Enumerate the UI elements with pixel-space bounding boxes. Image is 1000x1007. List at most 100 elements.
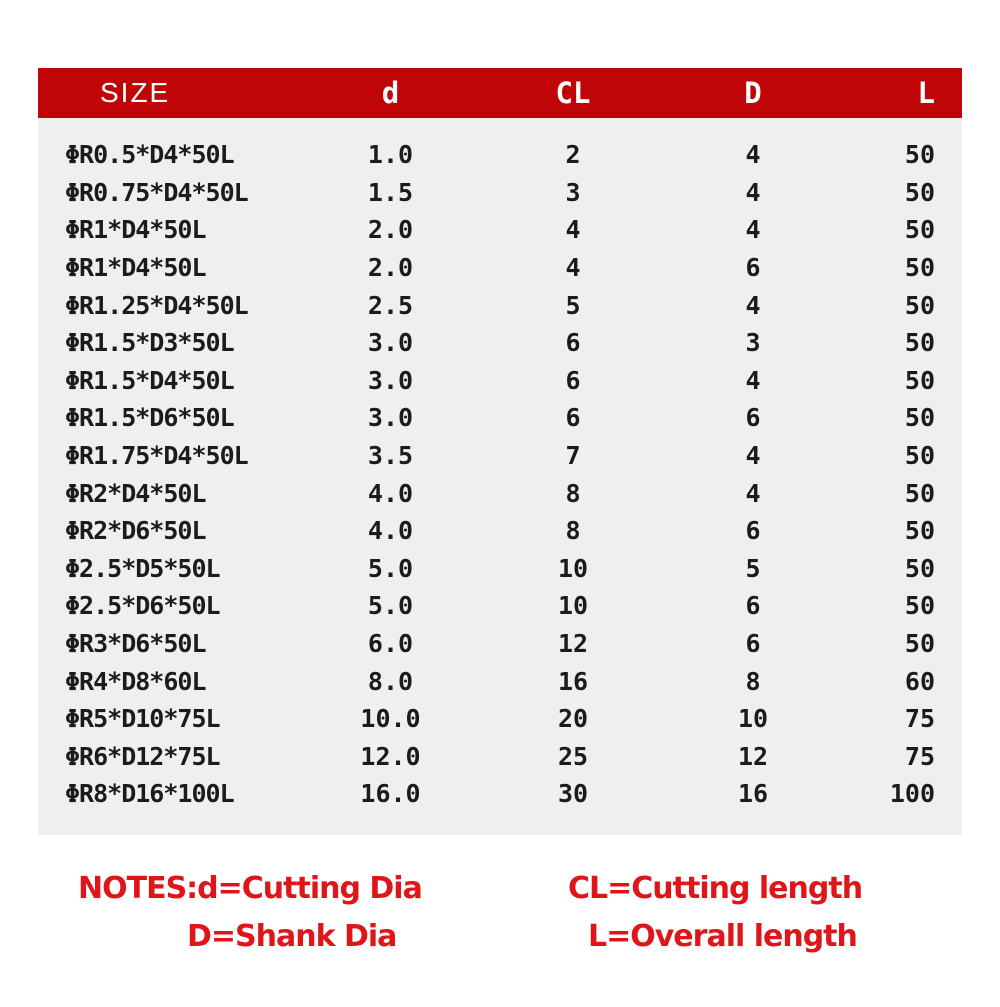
cell-overall-length: 50 [904, 365, 935, 395]
cell-overall-length: 50 [904, 629, 935, 659]
cell-cutting-length: 8 [565, 478, 581, 508]
cell-shank-dia: 4 [745, 290, 761, 320]
cell-overall-length: 50 [904, 403, 935, 433]
cell-overall-length: 50 [904, 591, 935, 621]
cell-cutting-length: 25 [557, 741, 589, 771]
cell-overall-length: 50 [904, 140, 935, 170]
column-header-size: SIZE [100, 77, 171, 108]
column-header-cutting-length: CL [555, 76, 591, 110]
table-row: ΦR1*D4*50L 2.0 4 4 50 [38, 211, 962, 249]
cell-shank-dia: 6 [745, 403, 761, 433]
cell-shank-dia: 4 [745, 441, 761, 471]
cell-cutting-dia: 3.0 [367, 365, 414, 395]
cell-size: ΦR1.5*D4*50L [65, 365, 235, 395]
table-row: ΦR6*D12*75L 12.0 25 12 75 [38, 738, 962, 776]
cell-cutting-dia: 3.5 [367, 441, 414, 471]
cell-overall-length: 50 [904, 328, 935, 358]
column-header-overall-length: L [917, 76, 935, 110]
cell-size: ΦR0.5*D4*50L [65, 140, 235, 170]
spec-table-body: ΦR0.5*D4*50L 1.0 2 4 50 ΦR0.75*D4*50L 1.… [38, 118, 962, 835]
cell-cutting-dia: 1.5 [367, 177, 414, 207]
cell-cutting-length: 3 [565, 177, 581, 207]
cell-overall-length: 60 [904, 666, 935, 696]
cell-cutting-length: 6 [565, 365, 581, 395]
cell-size: ΦR0.75*D4*50L [65, 177, 249, 207]
table-row: ΦR8*D16*100L 16.0 30 16 100 [38, 775, 962, 813]
cell-cutting-dia: 5.0 [367, 553, 414, 583]
cell-shank-dia: 10 [737, 704, 769, 734]
cell-size: ΦR1*D4*50L [65, 253, 207, 283]
table-row: ΦR0.75*D4*50L 1.5 3 4 50 [38, 174, 962, 212]
cell-shank-dia: 4 [745, 478, 761, 508]
cell-shank-dia: 8 [745, 666, 761, 696]
cell-cutting-dia: 10.0 [360, 704, 421, 734]
cell-shank-dia: 4 [745, 177, 761, 207]
cell-cutting-dia: 6.0 [367, 629, 414, 659]
cell-shank-dia: 3 [745, 328, 761, 358]
cell-cutting-length: 2 [565, 140, 581, 170]
cell-cutting-dia: 3.0 [367, 403, 414, 433]
table-row: ΦR1.25*D4*50L 2.5 5 4 50 [38, 286, 962, 324]
cell-cutting-dia: 8.0 [367, 666, 414, 696]
cell-size: ΦR3*D6*50L [65, 629, 207, 659]
cell-overall-length: 50 [904, 478, 935, 508]
note-overall-length: L=Overall length [588, 919, 858, 954]
cell-shank-dia: 4 [745, 215, 761, 245]
cell-size: ΦR4*D8*60L [65, 666, 207, 696]
cell-size: ΦR5*D10*75L [65, 704, 221, 734]
cell-overall-length: 75 [904, 741, 935, 771]
table-row: ΦR0.5*D4*50L 1.0 2 4 50 [38, 136, 962, 174]
cell-size: ΦR1*D4*50L [65, 215, 207, 245]
spec-table: SIZE d CL D L ΦR0.5*D4*50L 1.0 2 4 50 ΦR… [38, 68, 962, 835]
cell-shank-dia: 4 [745, 365, 761, 395]
cell-overall-length: 50 [904, 516, 935, 546]
cell-cutting-length: 7 [565, 441, 581, 471]
cell-shank-dia: 6 [745, 253, 761, 283]
table-row: Φ2.5*D5*50L 5.0 10 5 50 [38, 550, 962, 588]
cell-overall-length: 50 [904, 253, 935, 283]
cell-cutting-dia: 5.0 [367, 591, 414, 621]
cell-size: ΦR1.25*D4*50L [65, 290, 249, 320]
note-shank-dia: D=Shank Dia [187, 919, 397, 954]
cell-cutting-dia: 3.0 [367, 328, 414, 358]
table-row: ΦR1.5*D3*50L 3.0 6 3 50 [38, 324, 962, 362]
table-row: ΦR1.5*D4*50L 3.0 6 4 50 [38, 362, 962, 400]
spec-table-header: SIZE d CL D L [38, 68, 962, 118]
cell-cutting-dia: 12.0 [360, 741, 421, 771]
table-row: ΦR2*D4*50L 4.0 8 4 50 [38, 474, 962, 512]
table-row: ΦR5*D10*75L 10.0 20 10 75 [38, 700, 962, 738]
cell-cutting-dia: 2.0 [367, 253, 414, 283]
column-header-shank-dia: D [744, 76, 762, 110]
table-row: ΦR4*D8*60L 8.0 16 8 60 [38, 662, 962, 700]
cell-shank-dia: 16 [737, 779, 769, 809]
table-row: ΦR3*D6*50L 6.0 12 6 50 [38, 625, 962, 663]
cell-overall-length: 50 [904, 553, 935, 583]
cell-cutting-length: 4 [565, 215, 581, 245]
cell-size: ΦR2*D6*50L [65, 516, 207, 546]
cell-shank-dia: 6 [745, 516, 761, 546]
cell-cutting-dia: 4.0 [367, 516, 414, 546]
table-row: ΦR1.75*D4*50L 3.5 7 4 50 [38, 437, 962, 475]
cell-cutting-length: 4 [565, 253, 581, 283]
cell-size: ΦR8*D16*100L [65, 779, 235, 809]
cell-size: ΦR2*D4*50L [65, 478, 207, 508]
note-cutting-length: CL=Cutting length [568, 871, 863, 906]
cell-cutting-length: 16 [557, 666, 589, 696]
cell-shank-dia: 6 [745, 629, 761, 659]
cell-shank-dia: 5 [745, 553, 761, 583]
cell-shank-dia: 6 [745, 591, 761, 621]
cell-cutting-length: 30 [557, 779, 589, 809]
cell-size: ΦR1.75*D4*50L [65, 441, 249, 471]
cell-overall-length: 50 [904, 215, 935, 245]
cell-size: ΦR6*D12*75L [65, 741, 221, 771]
cell-cutting-dia: 4.0 [367, 478, 414, 508]
cell-size: ΦR1.5*D3*50L [65, 328, 235, 358]
cell-size: Φ2.5*D5*50L [65, 553, 221, 583]
cell-cutting-dia: 16.0 [360, 779, 421, 809]
cell-overall-length: 50 [904, 177, 935, 207]
column-header-cutting-dia: d [381, 76, 400, 110]
table-row: ΦR2*D6*50L 4.0 8 6 50 [38, 512, 962, 550]
cell-cutting-length: 20 [557, 704, 589, 734]
cell-cutting-dia: 2.5 [367, 290, 414, 320]
